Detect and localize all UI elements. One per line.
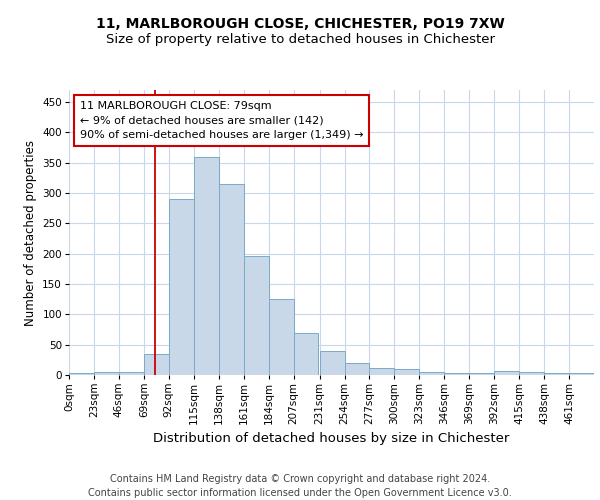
Bar	[419, 372, 445, 375]
Bar	[519, 372, 544, 375]
Bar	[144, 354, 169, 375]
Bar	[218, 184, 244, 375]
Bar	[344, 363, 370, 375]
Text: Size of property relative to detached houses in Chichester: Size of property relative to detached ho…	[106, 32, 494, 46]
Y-axis label: Number of detached properties: Number of detached properties	[24, 140, 37, 326]
Bar	[544, 373, 569, 375]
Bar	[394, 369, 419, 375]
Bar	[69, 372, 94, 375]
Bar	[469, 372, 494, 375]
Bar	[445, 372, 469, 375]
X-axis label: Distribution of detached houses by size in Chichester: Distribution of detached houses by size …	[154, 432, 509, 446]
Bar	[293, 332, 319, 375]
Bar	[370, 368, 394, 375]
Bar	[494, 372, 519, 375]
Bar	[569, 373, 594, 375]
Text: 11 MARLBOROUGH CLOSE: 79sqm
← 9% of detached houses are smaller (142)
90% of sem: 11 MARLBOROUGH CLOSE: 79sqm ← 9% of deta…	[80, 100, 364, 140]
Bar	[94, 372, 119, 375]
Bar	[194, 156, 218, 375]
Text: Contains HM Land Registry data © Crown copyright and database right 2024.
Contai: Contains HM Land Registry data © Crown c…	[88, 474, 512, 498]
Bar	[320, 350, 344, 375]
Bar	[119, 372, 144, 375]
Bar	[169, 199, 194, 375]
Text: 11, MARLBOROUGH CLOSE, CHICHESTER, PO19 7XW: 11, MARLBOROUGH CLOSE, CHICHESTER, PO19 …	[95, 18, 505, 32]
Bar	[244, 256, 269, 375]
Bar	[269, 298, 293, 375]
